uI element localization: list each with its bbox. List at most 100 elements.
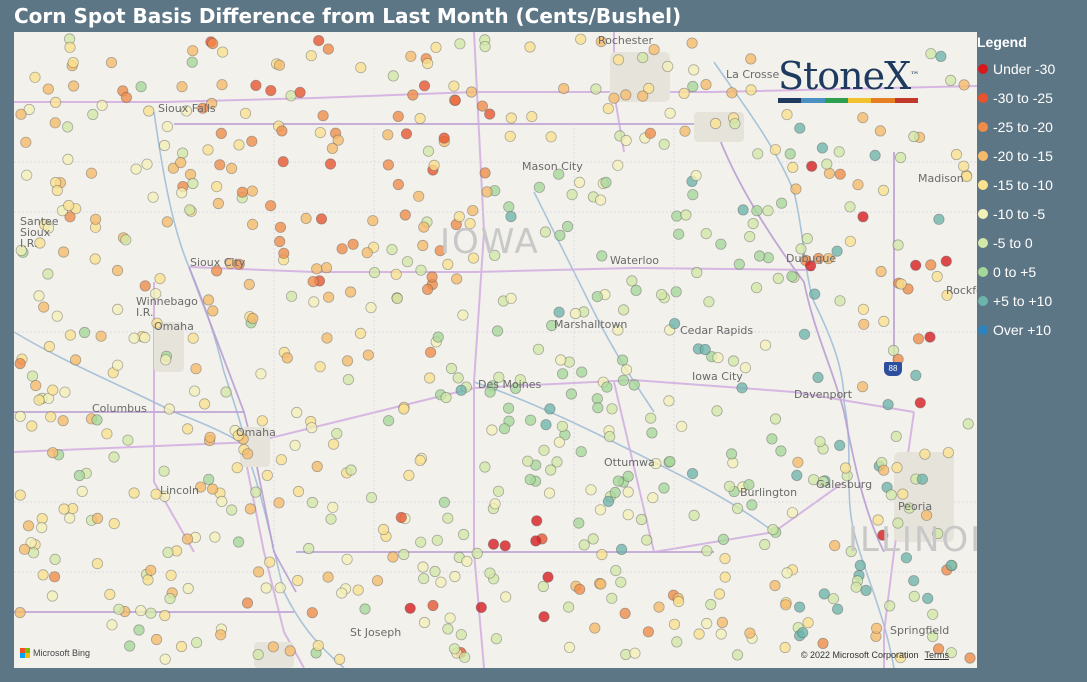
basis-point[interactable] (622, 509, 634, 521)
basis-point[interactable] (687, 80, 699, 93)
basis-point[interactable] (336, 587, 348, 599)
basis-point[interactable] (924, 331, 936, 343)
basis-point[interactable] (322, 291, 335, 303)
basis-point[interactable] (96, 99, 108, 112)
basis-point[interactable] (184, 204, 196, 216)
basis-point[interactable] (941, 289, 953, 301)
basis-point[interactable] (57, 415, 69, 427)
basis-point[interactable] (543, 487, 556, 499)
basis-point[interactable] (673, 228, 685, 240)
basis-point[interactable] (591, 290, 603, 303)
basis-point[interactable] (130, 163, 142, 175)
basis-point[interactable] (382, 159, 394, 171)
basis-point[interactable] (914, 397, 926, 409)
basis-point[interactable] (942, 446, 955, 459)
basis-point[interactable] (431, 534, 443, 546)
basis-point[interactable] (484, 386, 496, 398)
basis-point[interactable] (852, 179, 864, 191)
basis-point[interactable] (327, 501, 339, 513)
basis-point[interactable] (775, 197, 788, 209)
basis-point[interactable] (700, 78, 712, 91)
basis-point[interactable] (377, 523, 390, 536)
basis-point[interactable] (212, 197, 224, 210)
basis-point[interactable] (869, 149, 881, 162)
basis-point[interactable] (277, 156, 289, 168)
basis-point[interactable] (791, 469, 803, 481)
basis-point[interactable] (331, 427, 343, 440)
basis-point[interactable] (361, 247, 373, 259)
basis-point[interactable] (314, 127, 326, 139)
basis-point[interactable] (143, 105, 155, 117)
basis-point[interactable] (723, 480, 736, 492)
basis-point[interactable] (481, 186, 493, 198)
basis-point[interactable] (382, 129, 394, 141)
basis-point[interactable] (769, 413, 782, 425)
basis-point[interactable] (620, 648, 632, 661)
map-panel[interactable]: IOWA ILLINOIS Rochester La Crosse Sioux … (14, 32, 977, 668)
basis-point[interactable] (292, 485, 305, 498)
basis-point[interactable] (719, 571, 731, 583)
basis-point[interactable] (300, 212, 312, 224)
basis-point[interactable] (530, 535, 542, 547)
basis-point[interactable] (933, 213, 945, 225)
basis-point[interactable] (239, 107, 252, 119)
basis-point[interactable] (91, 414, 103, 426)
basis-point[interactable] (622, 486, 634, 498)
basis-point[interactable] (320, 262, 333, 274)
basis-point[interactable] (746, 499, 758, 511)
basis-point[interactable] (554, 229, 566, 241)
basis-point[interactable] (161, 121, 173, 133)
basis-point[interactable] (250, 79, 262, 92)
basis-point[interactable] (875, 265, 887, 278)
basis-point[interactable] (207, 305, 219, 317)
basis-point[interactable] (872, 514, 884, 526)
basis-point[interactable] (663, 395, 675, 407)
basis-point[interactable] (892, 239, 904, 251)
basis-point[interactable] (844, 201, 856, 213)
basis-point[interactable] (767, 523, 779, 536)
basis-point[interactable] (202, 294, 215, 306)
basis-point[interactable] (281, 352, 293, 364)
basis-point[interactable] (648, 44, 660, 56)
basis-point[interactable] (653, 601, 665, 613)
basis-point[interactable] (793, 601, 806, 613)
basis-point[interactable] (14, 606, 26, 619)
basis-point[interactable] (569, 307, 582, 320)
basis-point[interactable] (895, 278, 907, 290)
basis-point[interactable] (509, 382, 522, 394)
basis-point[interactable] (612, 324, 624, 336)
basis-point[interactable] (142, 574, 154, 586)
basis-point[interactable] (207, 483, 219, 495)
basis-point[interactable] (784, 148, 796, 160)
basis-point[interactable] (566, 189, 578, 201)
basis-point[interactable] (154, 273, 166, 285)
basis-point[interactable] (479, 461, 491, 473)
basis-point[interactable] (382, 415, 395, 427)
basis-point[interactable] (451, 273, 463, 285)
basis-point[interactable] (503, 201, 515, 213)
basis-point[interactable] (64, 329, 77, 341)
basis-point[interactable] (442, 258, 454, 270)
basis-point[interactable] (418, 221, 430, 233)
basis-point[interactable] (958, 79, 970, 91)
basis-point[interactable] (438, 132, 450, 144)
basis-point[interactable] (195, 481, 207, 493)
basis-point[interactable] (857, 211, 869, 223)
basis-point[interactable] (214, 159, 226, 171)
legend-item[interactable]: +5 to +10 (977, 286, 1087, 315)
basis-point[interactable] (679, 125, 691, 137)
basis-point[interactable] (455, 384, 467, 396)
basis-point[interactable] (434, 245, 446, 257)
basis-point[interactable] (47, 447, 59, 459)
basis-point[interactable] (894, 151, 907, 164)
basis-point[interactable] (25, 537, 37, 549)
basis-point[interactable] (524, 473, 536, 486)
basis-point[interactable] (247, 312, 259, 325)
basis-point[interactable] (467, 252, 480, 264)
basis-point[interactable] (417, 239, 429, 252)
basis-point[interactable] (162, 546, 174, 559)
basis-point[interactable] (712, 352, 724, 364)
basis-point[interactable] (314, 361, 326, 373)
basis-point[interactable] (668, 618, 681, 630)
basis-point[interactable] (33, 290, 45, 302)
